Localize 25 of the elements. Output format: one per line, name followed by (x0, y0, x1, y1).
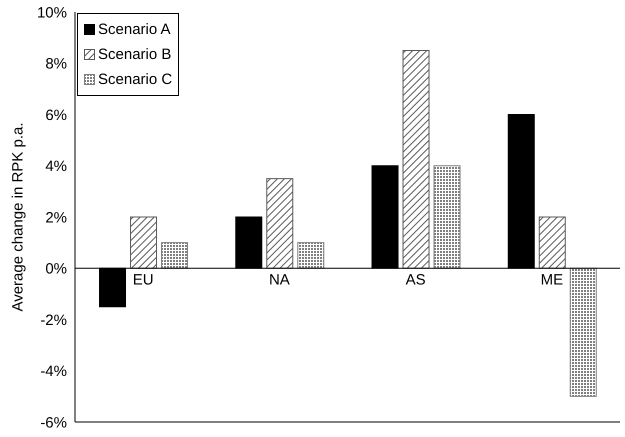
bar (538, 216, 566, 269)
bar (266, 178, 294, 269)
legend-label: Scenario B (98, 46, 172, 63)
bar (570, 268, 597, 397)
y-tick-label: -4% (40, 363, 67, 380)
bar (130, 216, 158, 269)
legend-label: Scenario A (98, 21, 171, 38)
bar (161, 242, 188, 269)
y-tick-label: 6% (45, 106, 67, 124)
y-tick-label: 4% (45, 158, 67, 176)
y-axis-title: Average change in RPK p.a. (9, 122, 26, 312)
y-tick-label: 2% (45, 209, 67, 226)
y-tick-label: 10% (36, 4, 67, 22)
x-tick-label: NA (268, 271, 290, 288)
x-tick-label: ME (540, 271, 564, 288)
bar (434, 165, 461, 269)
y-tick-label: 0% (45, 260, 67, 278)
x-tick-label: EU (132, 271, 154, 288)
bar (402, 50, 430, 269)
y-tick-label: 8% (45, 56, 67, 73)
y-tick-label: -6% (40, 414, 67, 432)
bar (297, 242, 324, 269)
legend-label: Scenario C (98, 71, 172, 88)
y-tick-label: -2% (40, 312, 67, 329)
x-tick-label: AS (406, 271, 426, 288)
